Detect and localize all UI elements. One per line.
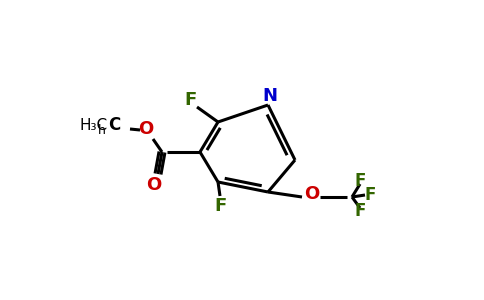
Text: F: F (354, 172, 366, 190)
Text: h: h (98, 124, 106, 137)
Text: O: O (146, 176, 162, 194)
Text: F: F (354, 202, 366, 220)
Text: O: O (138, 120, 153, 138)
Text: F: F (364, 186, 376, 204)
Text: C: C (108, 116, 120, 134)
Text: O: O (304, 185, 319, 203)
Text: N: N (262, 87, 277, 105)
Text: F: F (184, 91, 196, 109)
Text: H₃C: H₃C (80, 118, 108, 133)
Text: F: F (214, 197, 226, 215)
